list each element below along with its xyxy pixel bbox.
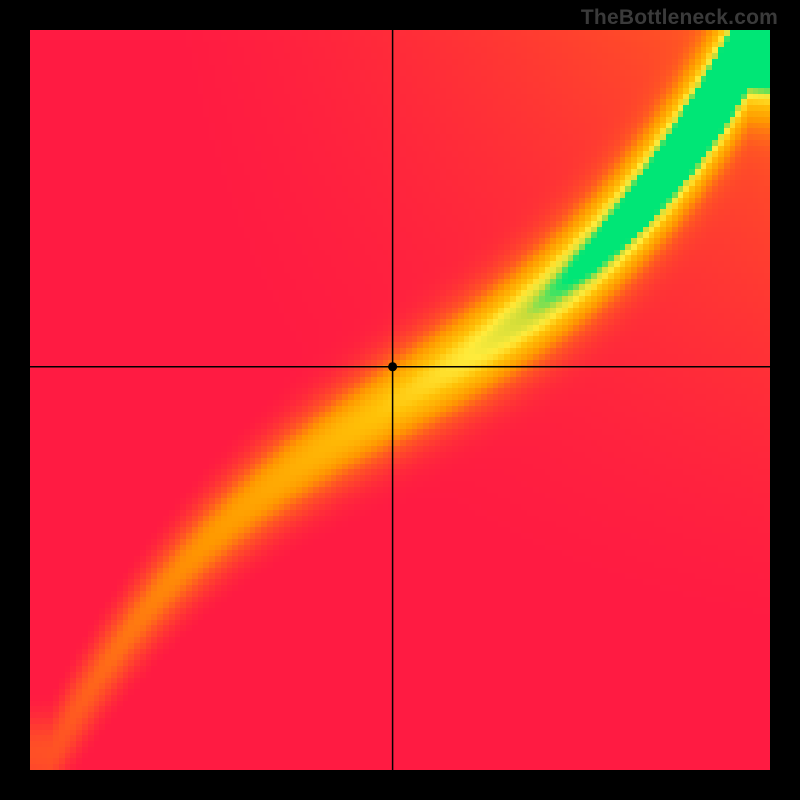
- watermark-text: TheBottleneck.com: [581, 6, 778, 30]
- heatmap-canvas: [30, 30, 770, 770]
